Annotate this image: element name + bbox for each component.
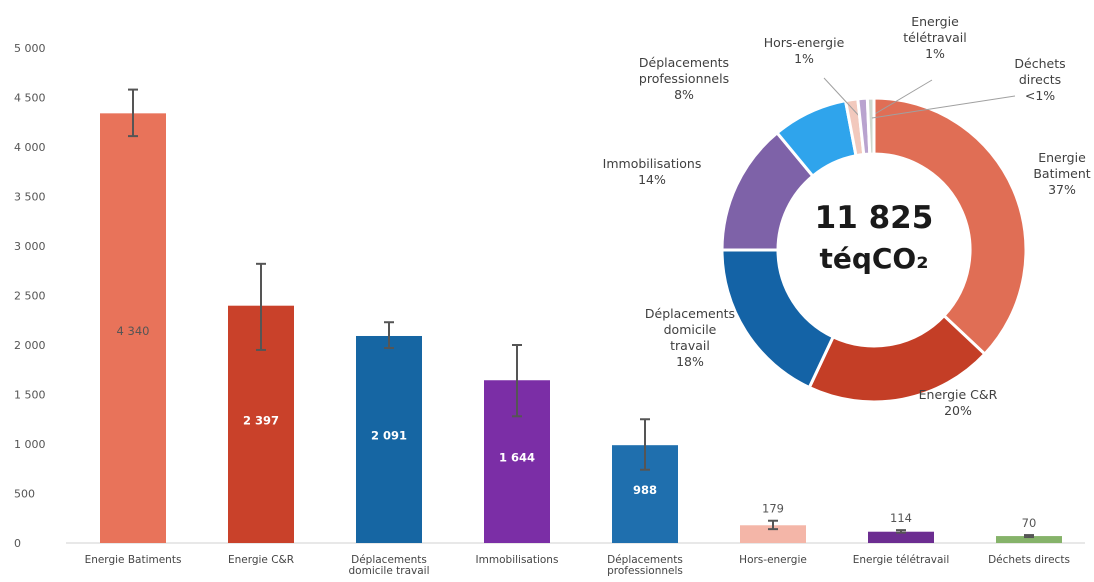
slice-label: domicile	[664, 322, 717, 337]
center-unit: téqCO₂	[819, 242, 928, 275]
slice-label: 14%	[638, 172, 666, 187]
error-bar	[128, 88, 138, 138]
slice-label: Déchets	[1014, 56, 1065, 71]
error-bar	[512, 344, 522, 418]
error-bar	[640, 418, 650, 471]
y-tick-label: 5 000	[14, 42, 46, 55]
bar	[740, 525, 806, 543]
category-label: professionnels	[607, 565, 683, 577]
leader-line	[867, 79, 933, 119]
category-label: domicile travail	[349, 565, 430, 577]
slice-label: Energie	[911, 14, 959, 29]
error-bar	[768, 519, 778, 531]
error-bar	[256, 262, 266, 351]
y-tick-label: 2 500	[14, 290, 46, 303]
bar	[100, 113, 166, 543]
bar-value-label: 70	[1022, 516, 1037, 530]
bar-value-label: 1 644	[499, 451, 535, 465]
category-label: Energie Batiments	[85, 554, 182, 566]
bar-chart: 0 500 1 000 1 500 2 000 2 500 3 000 3 500 4 000 4…	[14, 42, 1085, 577]
slice-label: Energie	[1038, 150, 1086, 165]
slice-label: Déplacements	[639, 55, 729, 70]
y-tick-label: 2 000	[14, 339, 46, 352]
y-tick-label: 4 500	[14, 92, 46, 105]
bar-value-label: 988	[633, 483, 657, 497]
slice-label: professionnels	[639, 71, 729, 86]
bar	[996, 536, 1062, 543]
y-tick-label: 0	[14, 537, 21, 550]
slice-label: Hors-energie	[764, 35, 845, 50]
category-label: Déchets directs	[988, 554, 1070, 566]
slice-label: 18%	[676, 354, 704, 369]
category-label: Energie C&R	[228, 554, 294, 566]
slice-label: télétravail	[903, 30, 966, 45]
y-tick-label: 3 000	[14, 240, 46, 253]
slice-label: 1%	[925, 46, 945, 61]
slice-label: 8%	[674, 87, 694, 102]
bar	[356, 335, 422, 543]
bar-value-label: 114	[890, 511, 912, 525]
bar-value-label: 4 340	[117, 324, 150, 338]
slice-label: Déplacements	[645, 306, 735, 321]
slice-label: directs	[1019, 72, 1061, 87]
category-label: Energie télétravail	[853, 554, 950, 566]
slice-label: 37%	[1048, 182, 1076, 197]
bar-value-label: 2 397	[243, 413, 279, 427]
category-label: Déplacements	[351, 554, 427, 566]
slice-label: <1%	[1025, 88, 1055, 103]
y-tick-label: 3 500	[14, 191, 46, 204]
bar-value-label: 179	[762, 502, 784, 516]
bar-value-label: 2 091	[371, 428, 407, 442]
error-bar	[384, 321, 394, 349]
donut-slice	[720, 248, 836, 390]
slice-label: 20%	[944, 403, 972, 418]
category-label: Hors-energie	[739, 554, 807, 566]
donut-slice	[872, 96, 1028, 357]
slice-label: Immobilisations	[603, 156, 702, 171]
error-bar	[1024, 534, 1034, 539]
category-label: Déplacements	[607, 554, 683, 566]
slice-label: 1%	[794, 51, 814, 66]
donut-slice	[865, 96, 876, 156]
error-bar	[896, 529, 906, 534]
slice-label: Batiment	[1033, 166, 1090, 181]
leader-line	[823, 77, 862, 119]
center-total: 11 825	[815, 200, 934, 236]
y-tick-label: 1 500	[14, 389, 46, 402]
category-label: Immobilisations	[476, 554, 559, 566]
leader-line	[871, 95, 1016, 119]
slice-label: Energie C&R	[919, 387, 998, 402]
bar	[868, 531, 934, 543]
y-tick-label: 500	[14, 488, 35, 501]
y-tick-label: 4 000	[14, 141, 46, 154]
slice-label: travail	[670, 338, 710, 353]
y-tick-label: 1 000	[14, 438, 46, 451]
